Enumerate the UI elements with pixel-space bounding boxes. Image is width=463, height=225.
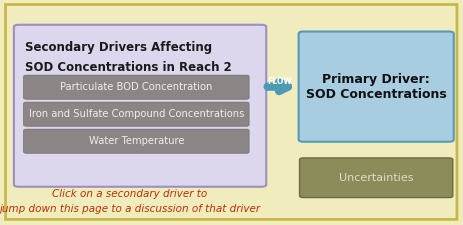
Text: Particulate BOD Concentration: Particulate BOD Concentration [60,82,213,92]
FancyBboxPatch shape [24,75,249,99]
FancyBboxPatch shape [24,129,249,153]
FancyBboxPatch shape [6,4,457,219]
Text: Iron and Sulfate Compound Concentrations: Iron and Sulfate Compound Concentrations [29,109,244,119]
Text: Secondary Drivers Affecting: Secondary Drivers Affecting [25,40,213,54]
Text: FLOW: FLOW [268,76,293,86]
Text: Water Temperature: Water Temperature [88,136,184,146]
Text: Uncertainties: Uncertainties [339,173,413,183]
FancyBboxPatch shape [14,25,266,187]
FancyBboxPatch shape [24,102,249,126]
FancyBboxPatch shape [299,32,454,142]
FancyBboxPatch shape [300,158,453,198]
Text: SOD Concentrations in Reach 2: SOD Concentrations in Reach 2 [25,61,232,74]
Text: jump down this page to a discussion of that driver: jump down this page to a discussion of t… [0,204,260,214]
Text: Click on a secondary driver to: Click on a secondary driver to [52,189,207,199]
Text: Primary Driver:
SOD Concentrations: Primary Driver: SOD Concentrations [306,73,446,101]
